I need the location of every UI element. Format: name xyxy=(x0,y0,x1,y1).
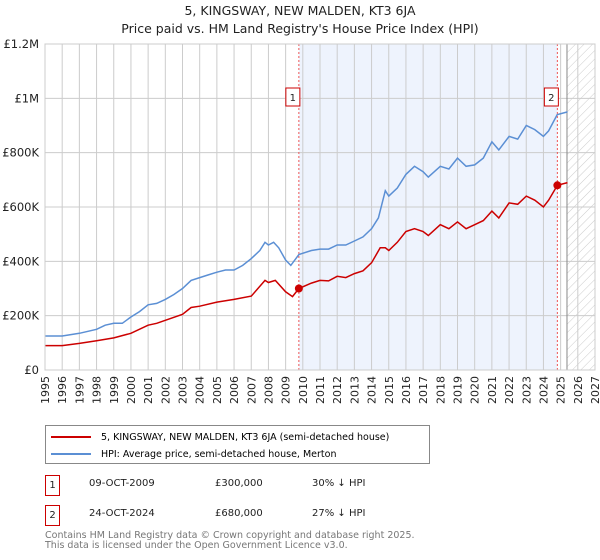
x-tick-label: 2012 xyxy=(331,376,344,404)
x-tick-label: 2004 xyxy=(194,376,207,404)
x-tick-label: 1998 xyxy=(91,376,104,404)
y-tick-label: £200K xyxy=(2,309,39,323)
chart-subtitle: Price paid vs. HM Land Registry's House … xyxy=(121,21,479,36)
sale-label-border xyxy=(285,87,301,107)
x-tick-label: 1999 xyxy=(108,376,121,404)
x-tick-label: 2010 xyxy=(297,376,310,404)
x-tick-label: 1995 xyxy=(39,376,52,404)
x-tick-label: 1996 xyxy=(56,376,69,404)
legend-item-hpi: HPI: Average price, semi-detached house,… xyxy=(51,447,336,461)
sale-label-box: 1 xyxy=(285,87,301,107)
x-tick-label: 2013 xyxy=(348,376,361,404)
x-tick-label: 2011 xyxy=(314,376,327,404)
legend-swatch-red xyxy=(51,436,91,438)
plot-border xyxy=(44,43,596,371)
y-tick-label: £1.2M xyxy=(3,37,39,51)
y-tick-label: £600K xyxy=(2,200,39,214)
sale-price: £680,000 xyxy=(215,508,263,519)
sale-point xyxy=(294,284,303,293)
x-tick-label: 1997 xyxy=(73,376,86,404)
sale-label-box: 2 xyxy=(543,87,559,107)
sale-label: 1 xyxy=(290,93,296,104)
x-tick-label: 2018 xyxy=(434,376,447,404)
x-tick-label: 2003 xyxy=(177,376,190,404)
x-tick-label: 2025 xyxy=(555,376,568,404)
sale-label-border xyxy=(543,87,559,107)
x-tick-label: 2006 xyxy=(228,376,241,404)
x-tick-label: 2009 xyxy=(280,376,293,404)
legend-swatch-blue xyxy=(51,453,91,455)
footer-licence: This data is licensed under the Open Gov… xyxy=(45,540,348,551)
x-tick-label: 2021 xyxy=(486,376,499,404)
x-tick-label: 2026 xyxy=(572,376,585,404)
footer-copyright: Contains HM Land Registry data © Crown c… xyxy=(45,530,415,541)
footer: Contains HM Land Registry data © Crown c… xyxy=(45,531,415,551)
sale-label: 2 xyxy=(548,93,554,104)
legend: 5, KINGSWAY, NEW MALDEN, KT3 6JA (semi-d… xyxy=(45,425,430,464)
x-tick-label: 2014 xyxy=(366,376,379,404)
x-tick-label: 2022 xyxy=(503,376,516,404)
x-tick-label: 2017 xyxy=(417,376,430,404)
x-tick-label: 2024 xyxy=(537,376,550,404)
sale-hpi-diff: 27% ↓ HPI xyxy=(312,508,366,519)
x-tick-label: 2027 xyxy=(589,376,600,404)
x-tick-label: 2000 xyxy=(125,376,138,404)
legend-label: 5, KINGSWAY, NEW MALDEN, KT3 6JA (semi-d… xyxy=(101,431,390,443)
x-tick-label: 2002 xyxy=(159,376,172,404)
y-tick-label: £1M xyxy=(14,91,39,105)
chart-plot: 1995 1996 1997 1998 1999 2000 2001 2002 2003 2004… xyxy=(2,37,600,404)
y-tick-label: £800K xyxy=(2,146,39,160)
series-line xyxy=(45,111,568,337)
sale-badge: 2 xyxy=(45,505,60,526)
x-tick-label: 2001 xyxy=(142,376,155,404)
sale-price: £300,000 xyxy=(215,478,263,489)
x-tick-label: 2016 xyxy=(400,376,413,404)
x-tick-label: 2007 xyxy=(245,376,258,404)
x-tick-label: 2019 xyxy=(452,376,465,404)
sale-point xyxy=(553,181,562,190)
chart-title: 5, KINGSWAY, NEW MALDEN, KT3 6JA xyxy=(184,3,416,18)
sale-badge: 1 xyxy=(45,475,60,496)
legend-item-property: 5, KINGSWAY, NEW MALDEN, KT3 6JA (semi-d… xyxy=(51,430,389,444)
sale-hpi-diff: 30% ↓ HPI xyxy=(312,478,366,489)
x-tick-label: 2015 xyxy=(383,376,396,404)
x-tick-label: 2023 xyxy=(520,376,533,404)
y-tick-label: £0 xyxy=(24,363,39,377)
y-tick-label: £400K xyxy=(2,254,39,268)
legend-label: HPI: Average price, semi-detached house,… xyxy=(101,448,337,460)
sale-date: 09-OCT-2009 xyxy=(89,478,155,489)
sale-date: 24-OCT-2024 xyxy=(89,508,155,519)
x-tick-label: 2005 xyxy=(211,376,224,404)
x-tick-label: 2008 xyxy=(262,376,275,404)
series-line xyxy=(45,181,568,347)
x-tick-label: 2020 xyxy=(469,376,482,404)
